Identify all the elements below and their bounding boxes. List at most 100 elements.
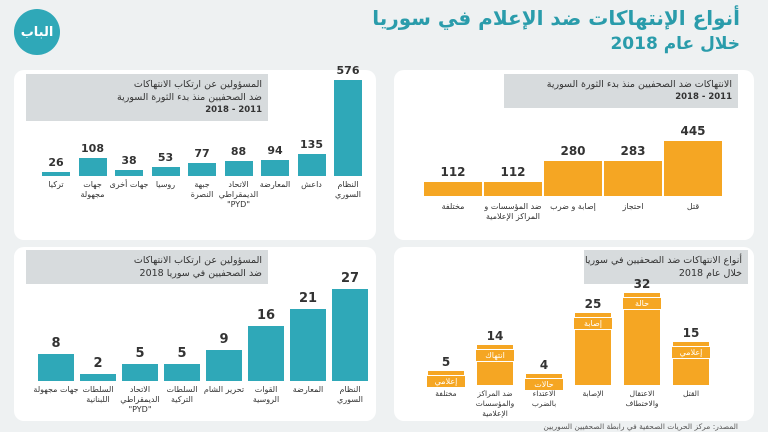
- bar-3: [115, 169, 143, 176]
- bar-2: [80, 374, 116, 381]
- chart-panel-violations-since-revolution: الانتهاكات ضد الصحفيين منذ بدء الثورة ال…: [394, 70, 754, 240]
- bar-5: [188, 163, 216, 176]
- bar-value-label: 38: [121, 153, 137, 167]
- bar-5: [664, 141, 722, 196]
- category-label: الاتحاد الديمقراطي "PYD": [120, 385, 160, 414]
- category-label: إصابة و ضرب: [550, 202, 596, 211]
- category-label: جهات أخرى: [109, 180, 149, 189]
- bar-tag: انتهاك: [475, 348, 515, 362]
- category-label: القتل: [682, 389, 700, 398]
- page-title: أنواع الإنتهاكات ضد الإعلام في سوريا: [372, 6, 740, 30]
- chart-title-line: المسؤولين عن ارتكاب الانتهاكات: [133, 79, 262, 90]
- bar-value-label: 15: [682, 325, 700, 340]
- bar-value-label: 14: [486, 328, 504, 343]
- chart-period: 2011 - 2018: [205, 105, 262, 115]
- bar-6: [248, 326, 284, 381]
- logo[interactable]: الباب: [14, 9, 60, 55]
- category-label: ضد المراكز والمؤسسات الإعلامية: [475, 389, 515, 418]
- bar-tag: إعلامي: [426, 374, 466, 388]
- bar-3: [544, 161, 602, 196]
- category-label: النظام السوري: [336, 385, 364, 404]
- chart-period: 2011 - 2018: [675, 92, 732, 102]
- category-label: الاعتقال والاختطاف: [625, 389, 659, 408]
- bar-value-label: 280: [560, 144, 586, 159]
- chart-title-line: خلال عام 2018: [678, 268, 742, 279]
- bar-6: [224, 161, 253, 176]
- bar-value-label: 21: [298, 291, 318, 307]
- bar-value-label: 27: [340, 271, 360, 286]
- category-label: السلطات اللبنانية: [82, 385, 114, 404]
- category-label: المعارضة: [292, 385, 324, 394]
- bar-value-label: 25: [584, 297, 602, 312]
- bar-value-label: 112: [440, 165, 466, 180]
- category-label: تركيا: [48, 180, 64, 189]
- bar-7: [261, 160, 289, 176]
- chart-title-line: الانتهاكات ضد الصحفيين منذ بدء الثورة ال…: [546, 79, 732, 90]
- category-label: النظام السوري: [334, 180, 362, 199]
- chart-title-line: المسؤولين عن ارتكاب الانتهاكات: [133, 255, 262, 266]
- chart-panel-responsible-since-revolution: المسؤولين عن ارتكاب الانتهاكات ضد الصحفيي…: [14, 64, 376, 240]
- bar-3: [122, 363, 158, 381]
- bar-value-label: 283: [620, 144, 646, 159]
- bar-tag: حالات: [524, 377, 564, 391]
- category-label: الاعتداء بالضرب: [531, 389, 557, 408]
- category-label: المعارضة: [259, 180, 291, 189]
- chart-panel-violation-types-2018: أنواع الانتهاكات ضد الصحفيين في سوريا خلا…: [394, 247, 754, 421]
- bar-value-label: 135: [300, 137, 323, 151]
- bar-tag: إعلامي: [671, 345, 711, 359]
- category-label: ضد المؤسسات و المراكز الإعلامية: [484, 202, 542, 221]
- bar-5: [206, 350, 242, 381]
- category-label: جهات مجهولة: [33, 385, 79, 394]
- bar-value-label: 5: [135, 345, 145, 361]
- category-label: داعش: [301, 180, 322, 189]
- category-label: روسيا: [155, 180, 176, 189]
- category-label: جبهة النصرة: [190, 180, 214, 199]
- bar-value-label: 32: [633, 277, 651, 291]
- bar-1: [38, 353, 74, 381]
- category-label: مختلفة: [435, 389, 457, 398]
- chart-title-line: أنواع الانتهاكات ضد الصحفيين في سوريا: [585, 255, 742, 266]
- category-label: مختلفة: [441, 202, 465, 211]
- page-subtitle: خلال عام 2018: [610, 34, 740, 54]
- category-label: الإصابة: [582, 389, 604, 398]
- bar-value-label: 112: [500, 165, 526, 180]
- category-label: جهات مجهولة: [80, 180, 105, 199]
- bar-9: [334, 80, 362, 176]
- bar-2: [78, 158, 107, 176]
- bar-value-label: 8: [51, 335, 61, 351]
- source-note: المصدر: مركز الحريات الصحفية في رابطة ال…: [543, 422, 738, 431]
- chart-title-line: ضد الصحفيين في سوريا 2018: [139, 268, 262, 279]
- bar-value-label: 576: [336, 64, 360, 77]
- header: الباب أنواع الإنتهاكات ضد الإعلام في سور…: [0, 0, 768, 66]
- bar-value-label: 5: [177, 345, 187, 361]
- chart-title-box: المسؤولين عن ارتكاب الانتهاكات ضد الصحفيي…: [26, 250, 268, 284]
- bar-value-label: 53: [157, 151, 174, 165]
- bar-value-label: 5: [441, 354, 451, 369]
- bar-value-label: 108: [81, 142, 104, 155]
- category-label: القوات الروسية: [252, 385, 280, 404]
- bar-value-label: 9: [219, 332, 229, 348]
- chart-panel-responsible-2018: المسؤولين عن ارتكاب الانتهاكات ضد الصحفيي…: [14, 247, 376, 421]
- category-label: احتجاز: [622, 202, 644, 211]
- bar-value-label: 94: [267, 144, 283, 158]
- bar-4: [164, 363, 200, 381]
- chart-title-box: المسؤولين عن ارتكاب الانتهاكات ضد الصحفيي…: [26, 74, 268, 121]
- category-label: قتل: [686, 202, 700, 211]
- bar-4: [604, 161, 662, 196]
- bar-1: [424, 182, 482, 196]
- category-label: تحرير الشام: [203, 385, 245, 394]
- bar-tag: إصابة: [573, 317, 613, 331]
- bar-8: [332, 289, 368, 381]
- bar-tag: حالة: [622, 297, 662, 310]
- bar-7: [290, 309, 326, 381]
- bar-value-label: 88: [230, 145, 247, 159]
- bar-2: [484, 182, 542, 196]
- bar-value-label: 4: [539, 357, 549, 372]
- category-label: السلطات التركية: [166, 385, 198, 404]
- category-label: الاتحاد الديمقراطي "PYD": [218, 180, 259, 209]
- chart-title-box: الانتهاكات ضد الصحفيين منذ بدء الثورة ال…: [504, 74, 738, 108]
- chart-title-box: أنواع الانتهاكات ضد الصحفيين في سوريا خلا…: [584, 250, 748, 284]
- bar-1: [42, 171, 70, 176]
- bar-4: [151, 167, 180, 176]
- bar-value-label: 26: [48, 155, 64, 169]
